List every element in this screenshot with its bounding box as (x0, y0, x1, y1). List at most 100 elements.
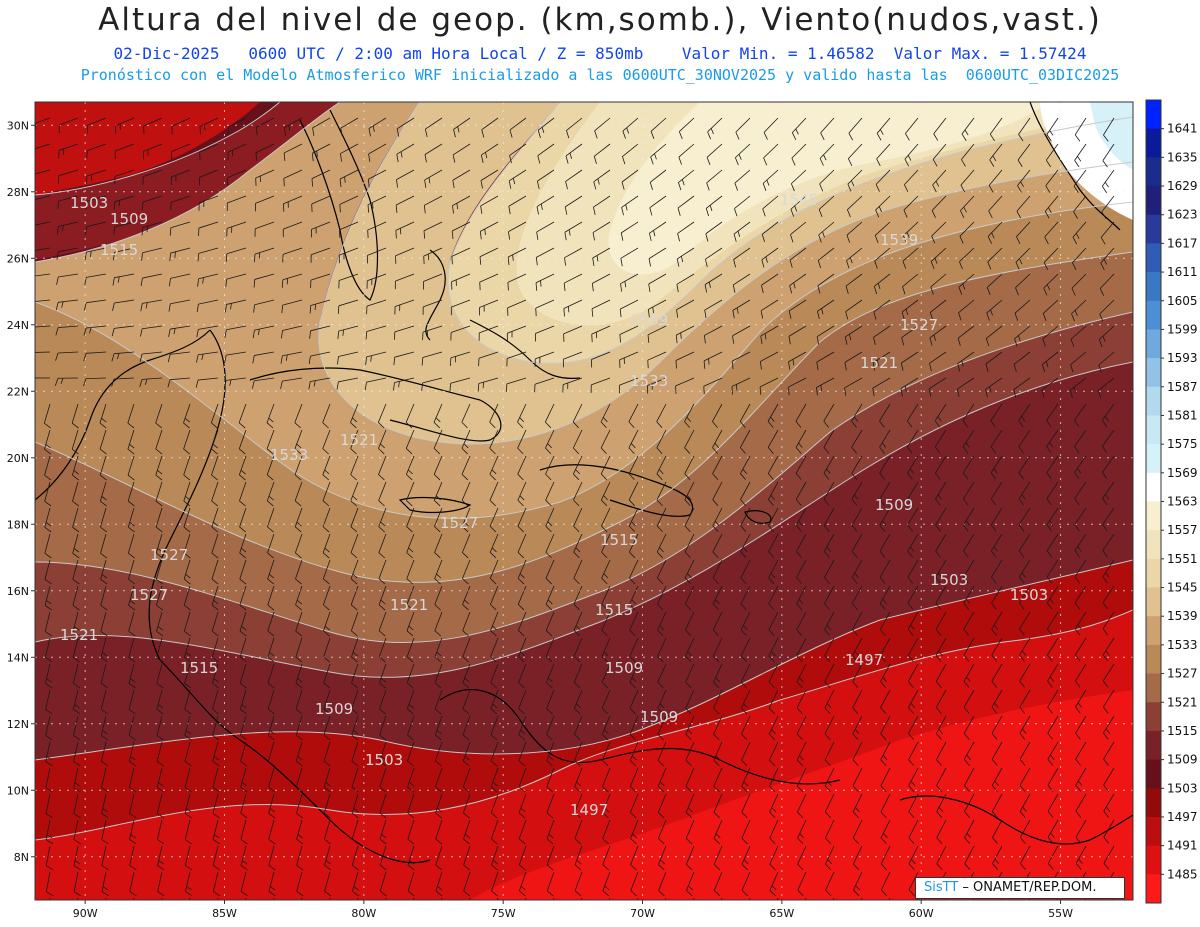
colorbar-swatch (1146, 157, 1161, 187)
contour-label: 1503 (1010, 586, 1048, 604)
contour-label: 1539 (880, 231, 918, 249)
contour-label: 1527 (440, 514, 478, 532)
colorbar-label: 1575 (1167, 437, 1198, 451)
lon-tick-label: 55W (1048, 907, 1073, 920)
colorbar-label: 1569 (1167, 466, 1198, 480)
lat-tick-label: 20N (7, 452, 29, 465)
colorbar-label: 1509 (1167, 753, 1198, 767)
colorbar-label: 1617 (1167, 236, 1198, 250)
contour-label: 1521 (860, 354, 898, 372)
colorbar-swatch (1146, 616, 1161, 646)
lat-tick-label: 10N (7, 784, 29, 797)
field-band-1521 (35, 250, 1133, 643)
colorbar-swatch (1146, 186, 1161, 216)
colorbar-label: 1635 (1167, 150, 1198, 164)
colorbar-label: 1641 (1167, 122, 1198, 136)
contour-label: 1527 (900, 316, 938, 334)
contour-label: 1527 (130, 586, 168, 604)
colorbar-label: 1587 (1167, 380, 1198, 394)
contour-label: 1497 (570, 801, 608, 819)
colorbar-label: 1605 (1167, 294, 1198, 308)
colorbar-swatch (1146, 415, 1161, 445)
contour-label: 1527 (150, 546, 188, 564)
colorbar-swatch (1146, 243, 1161, 273)
lon-tick-label: 75W (491, 907, 516, 920)
onamet-label: – ONAMET/REP.DOM. (958, 880, 1097, 895)
contour-label: 1503 (930, 571, 968, 589)
valid-time-line: 02-Dic-2025 0600 UTC / 2:00 am Hora Loca… (113, 44, 1087, 63)
colorbar-swatch (1146, 386, 1161, 416)
colorbar-label: 1533 (1167, 638, 1198, 652)
colorbar-label: 1485 (1167, 867, 1198, 881)
contour-label: 1515 (180, 659, 218, 677)
contour-label: 1509 (640, 708, 678, 726)
colorbar-swatch (1146, 530, 1161, 560)
lat-tick-label: 24N (7, 319, 29, 332)
colorbar-swatch (1146, 874, 1161, 904)
lon-tick-label: 90W (73, 907, 98, 920)
contour-label: 1503 (70, 194, 108, 212)
lon-tick-label: 80W (351, 907, 376, 920)
colorbar-swatch (1146, 845, 1161, 875)
lat-tick-label: 14N (7, 651, 29, 664)
colorbar-label: 1527 (1167, 667, 1198, 681)
contour-label: 1515 (100, 241, 138, 259)
contour-label: 1515 (595, 601, 633, 619)
colorbar-swatch (1146, 501, 1161, 531)
colorbar-label: 1599 (1167, 322, 1198, 336)
colorbar-swatch (1146, 444, 1161, 474)
model-run-line: Pronóstico con el Modelo Atmosferico WRF… (80, 66, 1120, 84)
colorbar-swatch (1146, 329, 1161, 359)
colorbar-label: 1581 (1167, 408, 1198, 422)
lat-tick-label: 12N (7, 718, 29, 731)
field-band-1485 (470, 690, 1133, 900)
lon-tick-label: 85W (212, 907, 237, 920)
lon-tick-label: 65W (769, 907, 794, 920)
contour-label: 1521 (60, 626, 98, 644)
sisttt-brand: SisTT (924, 880, 959, 895)
contour-label: 1509 (875, 496, 913, 514)
colorbar: 1641 1635 1629 1623 1617 1611 1605 1599 1593 1587… (1145, 99, 1198, 904)
field-nw-darkred (35, 102, 340, 260)
contour-label: 1521 (390, 596, 428, 614)
colorbar-swatch (1146, 472, 1161, 502)
colorbar-label: 1563 (1167, 495, 1198, 509)
colorbar-label: 1539 (1167, 609, 1198, 623)
lat-tick-label: 8N (14, 851, 29, 864)
lat-tick-label: 22N (7, 385, 29, 398)
latitude-axis: 30N 28N 26N 24N 22N 20N 18N 16N 14N 12N 10N 8N (7, 119, 35, 864)
contour-label: 1509 (315, 700, 353, 718)
contour-label: 1533 (270, 446, 308, 464)
colorbar-swatch (1146, 300, 1161, 330)
lat-lon-grid (35, 102, 1133, 900)
contour-label: 1509 (605, 659, 643, 677)
colorbar-label: 1521 (1167, 695, 1198, 709)
colorbar-swatch (1146, 100, 1161, 130)
lat-tick-label: 30N (7, 119, 29, 132)
colorbar-label: 1515 (1167, 724, 1198, 738)
colorbar-swatch (1146, 788, 1161, 818)
field-band-1509 (35, 360, 1133, 760)
field-band-1533 (35, 102, 1133, 519)
colorbar-swatch (1146, 214, 1161, 244)
field-band-1527 (35, 200, 1133, 583)
colorbar-swatch (1146, 272, 1161, 302)
map-title: Altura del nivel de geop. (km,somb.), Vi… (98, 2, 1102, 38)
colorbar-label: 1593 (1167, 351, 1198, 365)
longitude-axis: 90W 85W 80W 75W 70W 65W 60W 55W (73, 900, 1073, 920)
contour-label: 1503 (365, 751, 403, 769)
field-band-1557 (608, 102, 1050, 275)
field-band-1539 (318, 102, 1133, 444)
colorbar-label: 1611 (1167, 265, 1198, 279)
colorbar-label: 1503 (1167, 781, 1198, 795)
colorbar-label: 1491 (1167, 839, 1198, 853)
contour-label: 1545 (780, 191, 818, 209)
lat-tick-label: 16N (7, 585, 29, 598)
contour-label: 1515 (600, 531, 638, 549)
contour-label: 1521 (340, 431, 378, 449)
colorbar-swatch (1146, 816, 1161, 847)
contour-label: 1497 (845, 651, 883, 669)
colorbar-swatch (1146, 759, 1161, 789)
colorbar-swatch (1146, 673, 1161, 703)
